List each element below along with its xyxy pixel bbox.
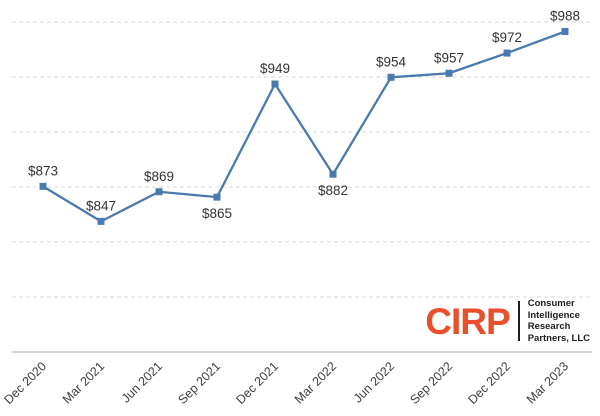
data-label: $972 xyxy=(492,30,522,45)
data-label: $949 xyxy=(260,61,290,76)
data-point-marker xyxy=(445,69,453,77)
logo-text-line: Consumer xyxy=(527,298,575,309)
data-point-marker xyxy=(39,182,47,190)
data-point-marker xyxy=(561,28,569,36)
logo-divider xyxy=(517,301,520,341)
data-label: $954 xyxy=(376,54,407,69)
x-axis-label: Dec 2020 xyxy=(1,359,49,407)
data-point-marker xyxy=(387,73,395,81)
cirp-logo: CIRP Consumer Intelligence Research Part… xyxy=(425,298,590,344)
x-axis-label: Dec 2021 xyxy=(233,359,281,407)
data-point-marker xyxy=(271,80,279,88)
data-point-marker xyxy=(503,49,511,57)
cirp-logo-text: Consumer Intelligence Research Partners,… xyxy=(528,298,590,344)
cirp-logo-acronym: CIRP xyxy=(425,300,510,342)
data-label: $882 xyxy=(318,183,348,198)
data-label: $957 xyxy=(434,50,464,65)
x-axis-label: Jun 2021 xyxy=(119,359,165,405)
x-axis-label: Dec 2022 xyxy=(465,359,513,407)
data-label: $988 xyxy=(550,9,580,24)
data-point-marker xyxy=(329,170,337,178)
x-axis-label: Sep 2022 xyxy=(407,359,455,407)
logo-text-line: Research xyxy=(527,321,571,332)
logo-text-line: Intelligence xyxy=(527,309,580,321)
x-axis-label: Sep 2021 xyxy=(175,359,223,407)
data-label: $865 xyxy=(202,206,232,221)
data-label: $873 xyxy=(28,163,58,178)
x-axis-label: Mar 2021 xyxy=(60,359,107,406)
data-point-marker xyxy=(97,217,105,225)
x-axis-label: Jun 2022 xyxy=(351,359,397,405)
data-label: $847 xyxy=(86,198,116,213)
x-axis-label: Mar 2022 xyxy=(292,359,339,406)
x-axis-label: Mar 2023 xyxy=(524,359,571,406)
data-label: $869 xyxy=(144,169,174,184)
data-point-marker xyxy=(155,188,163,196)
logo-text-line: Partners, LLC xyxy=(527,332,590,344)
data-line xyxy=(41,30,567,223)
data-point-marker xyxy=(213,193,221,201)
